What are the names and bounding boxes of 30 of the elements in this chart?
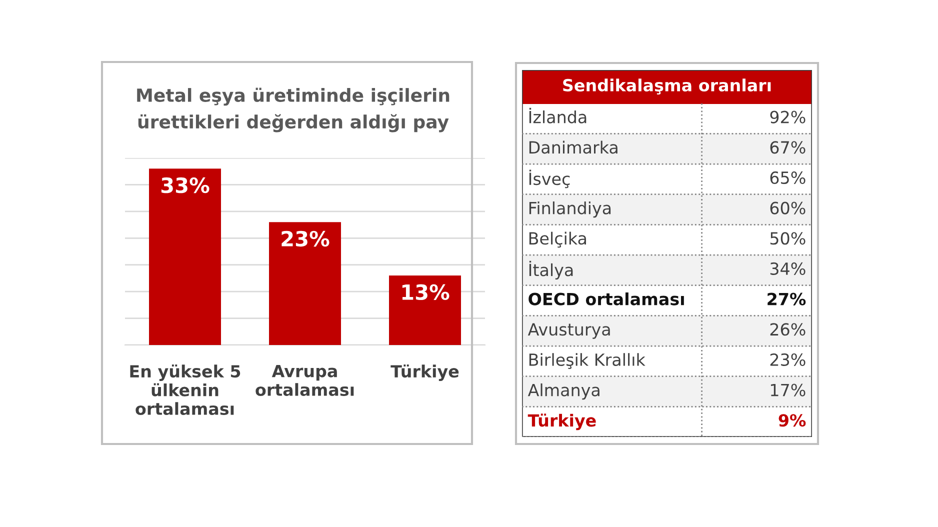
category-label: Danimarka: [529, 140, 618, 154]
text: 60%: [770, 202, 806, 214]
category-label: Birleşik Krallık: [529, 353, 646, 369]
data-label: 33%: [161, 177, 210, 194]
category-label: İzlanda: [529, 108, 586, 124]
text: Sendikalaşma oranları: [563, 78, 771, 95]
text: 65%: [770, 171, 806, 184]
text: 26%: [770, 323, 806, 336]
category-label: Finlandiya: [529, 201, 611, 218]
category-label: OECD ortalaması: [528, 292, 684, 306]
category-label: İtalya: [529, 260, 573, 280]
category-label: Avusturya: [528, 323, 610, 339]
text: 17%: [770, 384, 806, 396]
chart-title: Metal eşya üretiminde işçilerin ürettikleri değerden aldığı pay: [137, 88, 450, 132]
x-tick-label: Avrupa ortalaması: [256, 364, 354, 396]
text: 23%: [770, 353, 806, 366]
category-label: İsveç: [529, 170, 570, 188]
x-tick-label: En yüksek 5 ülkenin ortalaması: [130, 364, 240, 416]
text: 9%: [778, 414, 806, 427]
data-label: 13%: [402, 284, 450, 300]
text: 27%: [768, 292, 806, 306]
text: 34%: [770, 262, 806, 276]
data-label: 23%: [282, 230, 330, 247]
text: 92%: [770, 110, 806, 124]
x-tick-label: Türkiye: [390, 364, 459, 381]
text: 50%: [770, 232, 806, 245]
category-label: Türkiye: [528, 414, 596, 430]
category-label: Belçika: [529, 232, 586, 248]
category-label: Almanya: [528, 383, 600, 400]
text: 67%: [770, 141, 806, 154]
